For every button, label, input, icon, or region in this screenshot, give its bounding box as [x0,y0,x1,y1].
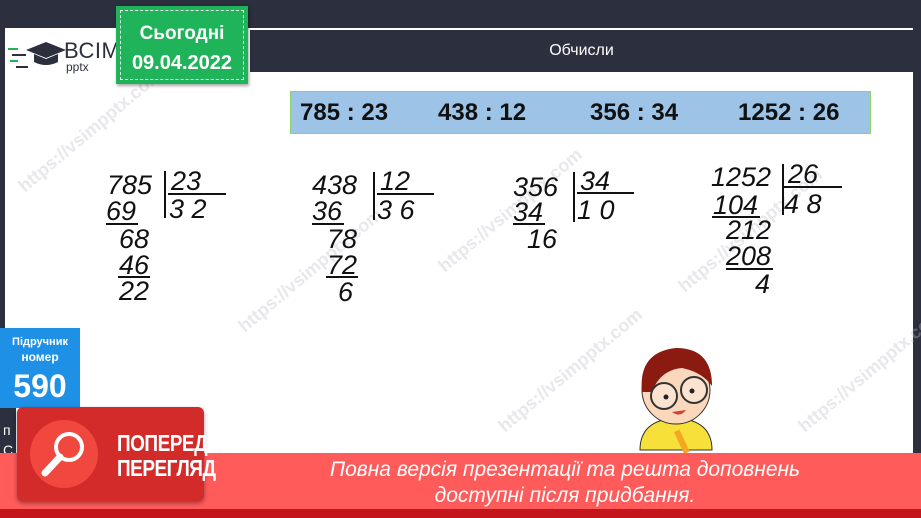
textbook-number: 590 [13,368,67,404]
magnifier-icon [30,420,98,488]
expression: 1252 : 26 [738,99,840,126]
quotient: 3 6 [377,195,415,225]
expression: 438 : 12 [438,99,527,126]
banner-line-1: Повна версія презентації та решта доповн… [329,458,801,481]
date-label: Сьогодні [139,23,225,44]
quotient: 1 0 [577,195,615,225]
logo-icon [8,42,66,68]
dividend: 785 [107,170,153,200]
step: 6 [338,277,354,307]
logo-sub: pptx [66,60,89,74]
step: 69 [106,196,137,226]
preview-line-2: ПЕРЕГЛЯД [117,456,216,482]
step: 78 [327,224,358,254]
header-title: Обчисли [549,42,614,59]
preview-badge[interactable]: ПОПЕРЕДНІЙ ПЕРЕГЛЯД [17,407,239,501]
expression: 356 : 34 [590,99,679,126]
step: 16 [527,224,558,254]
step: 34 [513,197,544,227]
textbook-number-panel: Підручник номер 590 [0,328,80,408]
date-value: 09.04.2022 [131,52,233,74]
boy-character-illustration [639,348,713,454]
logo-brand: ВСІМ [64,38,121,63]
dividend: 356 [513,172,559,202]
expressions-bar [290,91,871,134]
divisor: 34 [580,166,611,196]
divisor: 23 [171,166,202,196]
textbook-label: Підручник [12,336,68,348]
step: 68 [119,224,150,254]
header-bar [250,30,913,72]
quotient: 4 8 [784,189,822,219]
textbook-sub: номер [21,350,59,364]
preview-line-1: ПОПЕРЕДНІЙ [117,431,239,457]
quotient: 3 2 [169,194,207,224]
step: 4 [755,269,771,299]
step: 46 [119,250,150,280]
date-badge: Сьогодні 09.04.2022 [116,6,248,84]
divisor: 12 [380,166,411,196]
expression: 785 : 23 [300,99,389,126]
step: 36 [312,196,343,226]
step: 208 [726,241,772,271]
dividend: 1252 [711,162,772,192]
step: 104 [713,190,759,220]
step: 212 [726,215,772,245]
divisor: 26 [788,159,819,189]
banner-line-2: доступні після придбання. [434,484,696,507]
step: 22 [119,276,150,306]
dividend: 438 [312,170,358,200]
step: 72 [327,250,358,280]
